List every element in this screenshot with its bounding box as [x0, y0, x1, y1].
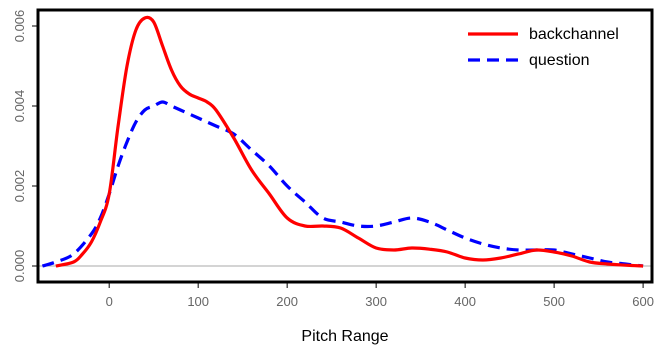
y-tick-label: 0.006: [12, 10, 27, 43]
plot-frame: [36, 8, 654, 284]
series-layer: [41, 15, 644, 268]
series-line-backchannel: [55, 15, 644, 268]
x-tick-label: 0: [106, 294, 113, 309]
y-tick-label: 0.002: [12, 170, 27, 203]
x-tick-label: 600: [632, 294, 654, 309]
y-tick-label: 0.000: [12, 250, 27, 283]
x-tick-label: 500: [543, 294, 565, 309]
x-tick-label: 400: [454, 294, 476, 309]
x-tick-label: 200: [276, 294, 298, 309]
x-axis-title: Pitch Range: [301, 328, 388, 345]
y-tick-label: 0.004: [12, 90, 27, 123]
x-tick-label: 300: [365, 294, 387, 309]
y-axis: 0.000 0.002 0.004 0.006: [12, 10, 38, 283]
legend: backchannel question: [468, 26, 619, 69]
x-tick-label: 100: [187, 294, 209, 309]
x-axis: 0 100 200 300 400 500 600: [106, 282, 654, 309]
legend-label-question: question: [529, 52, 590, 69]
series-line-question: [41, 100, 644, 268]
legend-label-backchannel: backchannel: [529, 26, 619, 43]
